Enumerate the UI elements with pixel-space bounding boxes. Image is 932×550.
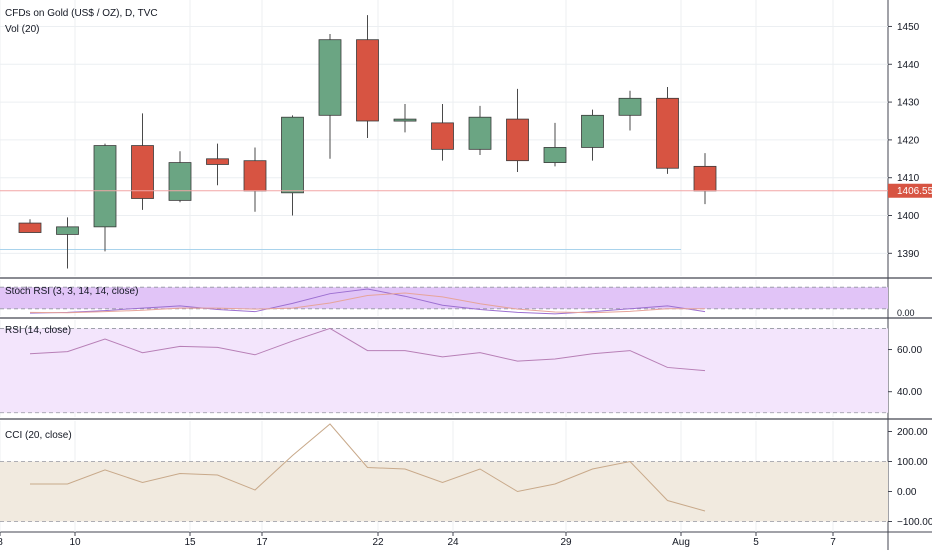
y-tick-label: 1440 <box>897 60 920 71</box>
candle-down <box>243 160 267 192</box>
candle-down <box>356 39 379 122</box>
y-tick-label: 40.00 <box>897 387 922 398</box>
y-tick-label: 0.00 <box>897 487 917 498</box>
y-tick-label: 100.00 <box>897 457 928 468</box>
candle-up <box>168 162 192 201</box>
x-tick-label: 29 <box>560 537 572 548</box>
x-tick-label: 24 <box>447 537 459 548</box>
y-tick-label: 200.00 <box>897 427 928 438</box>
cci-band <box>0 461 888 522</box>
x-tick-label: 17 <box>256 537 268 548</box>
y-tick-label: 1390 <box>897 249 920 260</box>
last-price-value: 1406.55 <box>897 186 932 197</box>
x-tick-label: 8 <box>0 537 3 548</box>
y-tick-label: 1400 <box>897 211 920 222</box>
x-tick-label: 22 <box>372 537 384 548</box>
y-tick-label: 1410 <box>897 173 920 184</box>
candle-up <box>543 147 567 163</box>
x-tick-label: 5 <box>753 537 759 548</box>
y-tick-label: 1430 <box>897 98 920 109</box>
candle-up <box>393 118 417 122</box>
candle-up <box>93 145 117 228</box>
candle-down <box>206 158 229 165</box>
indicator-line-d <box>29 292 705 314</box>
y-tick-label: −100.00 <box>897 517 932 528</box>
symbol-legend[interactable]: CFDs on Gold (US$ / OZ), D, TVC <box>5 8 158 19</box>
candle-up <box>468 116 492 150</box>
indicator-line-rsi <box>29 327 706 372</box>
rsi-label[interactable]: RSI (14, close) <box>5 325 72 336</box>
x-tick-label: 15 <box>184 537 196 548</box>
volume-legend[interactable]: Vol (20) <box>5 24 40 35</box>
candle-down <box>18 222 42 233</box>
y-tick-label: 0.00 <box>897 308 915 318</box>
x-tick-label: Aug <box>672 537 690 548</box>
rsi-band <box>0 328 888 413</box>
y-tick-label: 60.00 <box>897 345 922 356</box>
y-tick-label: 1420 <box>897 135 920 146</box>
y-tick-label: 1450 <box>897 22 920 33</box>
stoch-rsi-label[interactable]: Stoch RSI (3, 3, 14, 14, close) <box>5 286 139 297</box>
candle-down <box>131 145 154 199</box>
candle-down <box>506 118 529 162</box>
indicator-line-cci <box>30 423 706 512</box>
candle-up <box>281 116 304 194</box>
x-tick-label: 7 <box>830 537 836 548</box>
indicator-line-k <box>29 288 706 315</box>
candle-down <box>656 97 679 169</box>
candle-up <box>56 226 79 235</box>
candle-up <box>318 39 342 116</box>
x-tick-label: 10 <box>69 537 81 548</box>
candle-up <box>581 114 604 148</box>
candle-down <box>431 122 454 150</box>
last-price-tag <box>888 183 932 198</box>
candle-up <box>618 97 642 116</box>
stoch-band <box>0 287 888 309</box>
candle-down <box>693 165 717 192</box>
cci-label[interactable]: CCI (20, close) <box>5 430 72 441</box>
